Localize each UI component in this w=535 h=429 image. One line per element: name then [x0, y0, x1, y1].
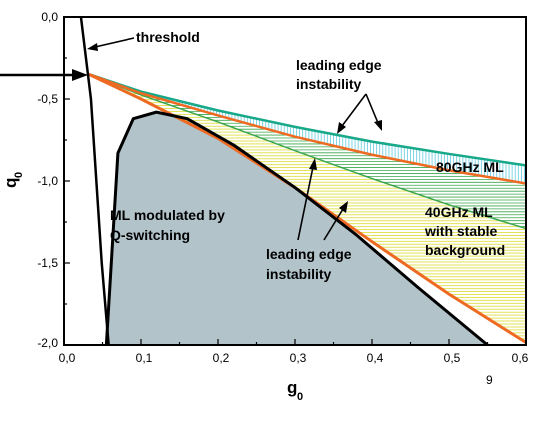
q-switching-label-line1: ML modulated by — [110, 207, 225, 223]
page-number: 9 — [486, 373, 493, 387]
x-tick-label: 0,4 — [367, 351, 384, 365]
leading-edge-top-label-line1: leading edge — [296, 57, 382, 73]
leading-edge-bottom-label-line1: leading edge — [266, 246, 352, 262]
x-tick-label: 0,2 — [213, 351, 230, 365]
ml-40ghz-label-line1: 40GHz ML — [425, 204, 493, 220]
x-axis-label: g — [287, 378, 297, 397]
y-tick-label: -1,0 — [37, 174, 58, 188]
ml-40ghz-label-line3: background — [425, 242, 505, 258]
leading-edge-bottom-pointer-right — [323, 208, 344, 241]
leading-edge-top-pointer-right — [365, 93, 379, 124]
q-switching-boundary-curve — [104, 110, 489, 345]
operating-point-arrowhead — [72, 69, 88, 81]
x-tick-label: 0,5 — [444, 351, 461, 365]
x-tick-label: 0,1 — [136, 351, 153, 365]
leading-edge-top-label-line2: instability — [296, 76, 362, 92]
threshold-curve — [79, 17, 110, 345]
ml-40ghz-label-line2: with stable — [424, 223, 498, 239]
ml-80ghz-label: 80GHz ML — [436, 159, 504, 175]
leading-edge-top-pointer-left-head — [337, 122, 346, 134]
leading-edge-bottom-pointer-left-head — [309, 158, 317, 170]
q-switching-region — [106, 112, 488, 345]
y-axis-label: q — [1, 178, 20, 188]
threshold-label: threshold — [136, 29, 200, 45]
y-tick-label: -2,0 — [37, 336, 58, 350]
leading-edge-bottom-pointer-right-head — [339, 201, 348, 213]
y-axis-label-subscript: 0 — [13, 172, 25, 178]
green-boundary-curve — [86, 72, 526, 230]
y-tick-label: -0,5 — [37, 92, 58, 106]
upper-boundary-curve — [86, 72, 526, 167]
leading-edge-top-pointer-right-head — [374, 120, 382, 131]
x-tick-label: 0,6 — [512, 351, 529, 365]
x-tick-label: 0,3 — [290, 351, 307, 365]
y-tick-label: 0,0 — [41, 10, 58, 24]
threshold-pointer-head — [87, 43, 98, 51]
leading-edge-bottom-pointer-left — [297, 166, 314, 241]
leading-edge-bottom-label-line2: instability — [266, 266, 332, 282]
q-switching-label-line2: Q-switching — [110, 227, 190, 243]
leading-edge-top-pointer-left — [341, 93, 367, 127]
threshold-pointer — [94, 37, 135, 48]
y-tick-label: -1,5 — [37, 256, 58, 270]
x-tick-label: 0,0 — [59, 351, 76, 365]
orange-top-curve — [86, 72, 526, 185]
x-axis-label-subscript: 0 — [297, 391, 303, 403]
